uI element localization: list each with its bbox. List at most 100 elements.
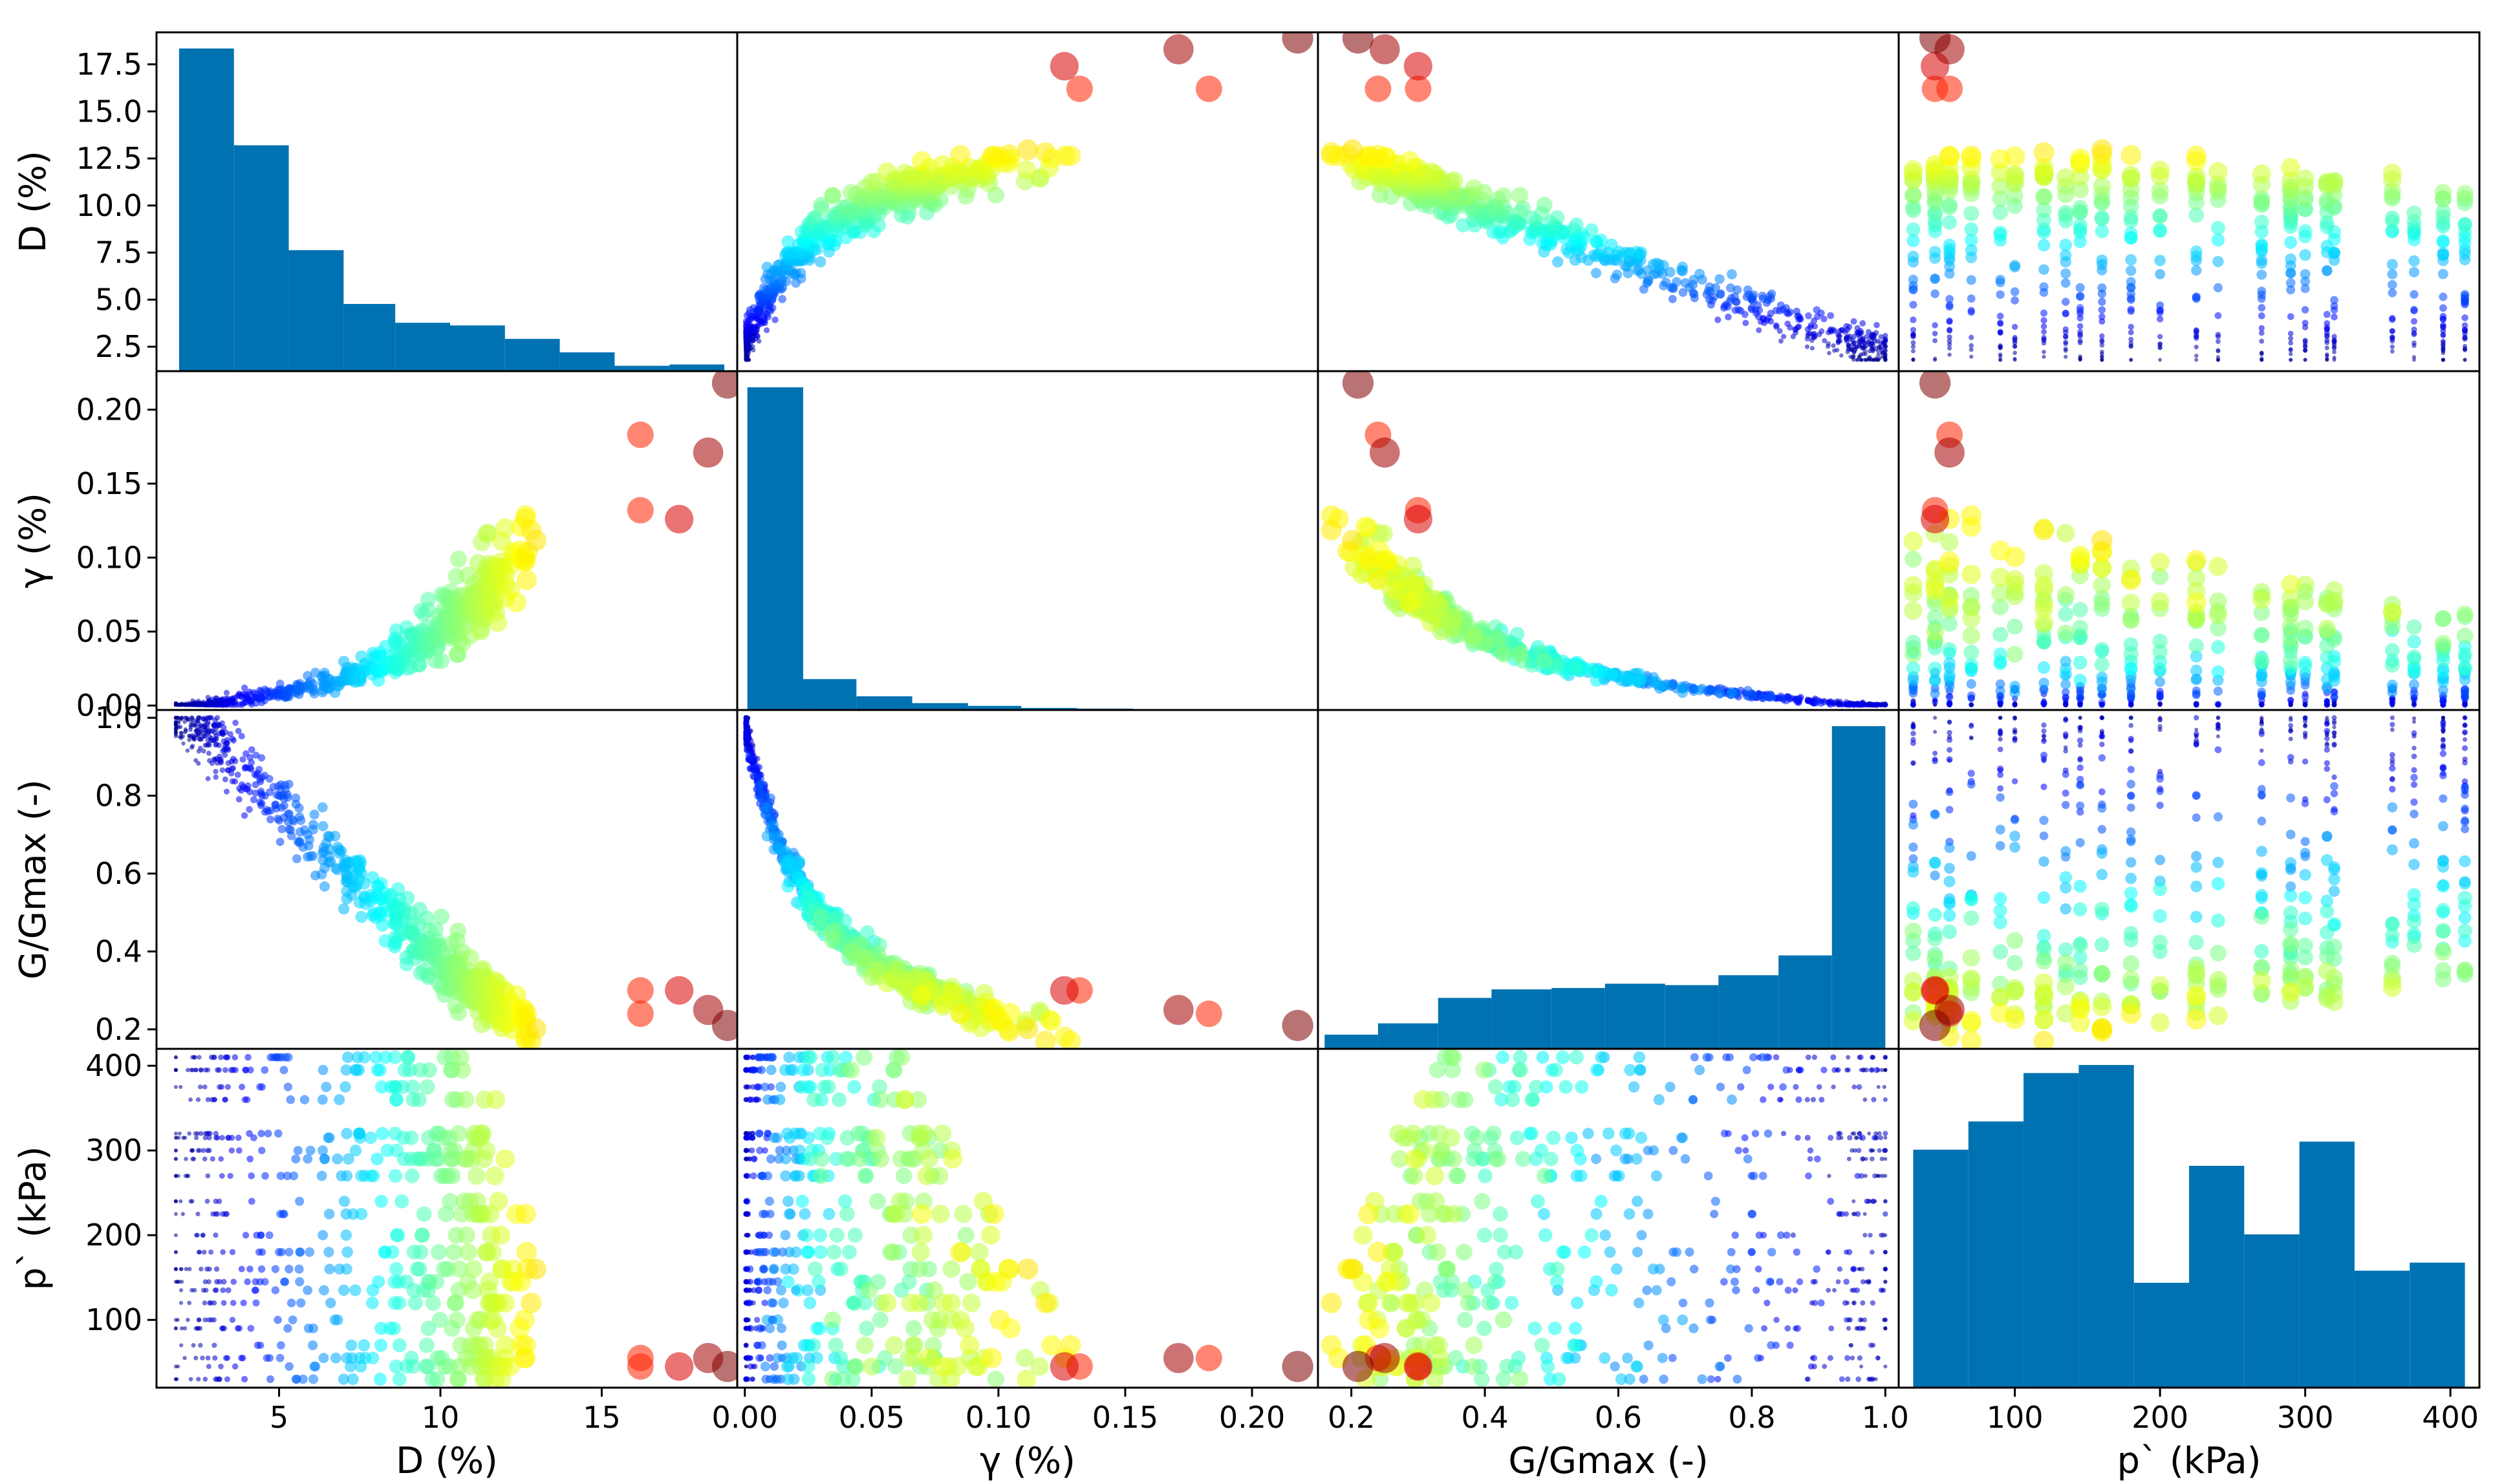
scatter-point-D-p <box>1911 357 1916 361</box>
scatter-point-gamma-p <box>2252 590 2271 609</box>
scatter-point-gamma-p <box>2296 575 2315 594</box>
scatter-point-D-p <box>1919 32 1951 54</box>
scatter-point-D-G <box>1399 151 1420 171</box>
scatter-point-gamma-G <box>1850 701 1857 709</box>
scatter-point-G-D <box>219 767 226 773</box>
scatter-point-gamma-p <box>1992 627 2009 643</box>
scatter-point-gamma-p <box>1906 661 1921 676</box>
scatter-point-gamma-p <box>2386 679 2398 691</box>
scatter-point-D-p <box>2127 305 2135 314</box>
scatter-point-gamma-G <box>1445 608 1463 627</box>
scatter-point-gamma-p <box>2034 613 2054 632</box>
scatter-point-D-p <box>2390 349 2395 354</box>
scatter-point-D-p <box>2284 235 2298 249</box>
scatter-point-D-gamma <box>842 184 860 202</box>
scatter-point-D-gamma <box>933 155 953 175</box>
scatter-point-G-D <box>317 802 328 813</box>
scatter-point-D-p <box>2386 259 2398 270</box>
scatter-point-gamma-G <box>1569 661 1584 676</box>
scatter-point-D-p <box>2461 314 2468 321</box>
scatter-point-D-p <box>2387 269 2398 280</box>
scatter-point-gamma-p <box>2005 570 2025 589</box>
scatter-point-G-D <box>222 776 228 782</box>
scatter-point-gamma-p <box>2457 661 2472 676</box>
scatter-point-gamma-p <box>1995 679 2005 689</box>
scatter-point-D-p <box>1939 145 1960 166</box>
scatter-point-D-p <box>2389 315 2396 322</box>
scatter-point-D-p <box>2035 188 2053 206</box>
scatter-point-G-gamma <box>772 831 782 843</box>
scatter-point-gamma-p <box>1904 601 1923 620</box>
scatter-point-G-gamma <box>746 754 754 762</box>
scatter-point-gamma-p <box>1907 674 1919 687</box>
scatter-point-G-D <box>173 734 178 738</box>
scatter-point-G-gamma <box>755 779 764 789</box>
scatter-point-D-gamma <box>778 295 786 303</box>
scatter-point-D-G <box>1866 339 1872 345</box>
scatter-point-D-G <box>1793 307 1800 316</box>
scatter-point-gamma-D <box>665 504 694 533</box>
scatter-point-gamma-G <box>1883 702 1888 708</box>
scatter-point-gamma-p <box>2407 665 2421 680</box>
scatter-point-gamma-D <box>309 688 319 699</box>
scatter-point-gamma-p <box>1910 702 1917 708</box>
cell-gamma-vs-p <box>1903 371 2474 709</box>
scatter-point-G-gamma <box>813 909 830 925</box>
scatter-point-D-p <box>2302 338 2308 343</box>
scatter-point-gamma-p <box>2060 679 2071 690</box>
scatter-point-G-D <box>182 720 187 724</box>
scatter-point-G-D <box>224 737 231 743</box>
scatter-point-gamma-G <box>1368 569 1388 590</box>
scatter-point-D-G <box>1661 277 1671 288</box>
scatter-point-gamma-p <box>2384 643 2400 658</box>
scatter-point-D-G <box>1864 334 1870 339</box>
scatter-point-gamma-D <box>627 497 654 524</box>
scatter-point-G-D <box>230 765 237 771</box>
scatter-point-D-p <box>2151 181 2169 199</box>
scatter-point-D-p <box>2004 146 2025 167</box>
scatter-point-gamma-p <box>2057 624 2075 642</box>
scatter-point-gamma-p <box>2093 576 2111 594</box>
scatter-point-gamma-p <box>1932 699 1938 705</box>
scatter-point-gamma-p <box>1941 616 1958 632</box>
scatter-point-D-p <box>1965 244 1978 257</box>
scatter-point-D-G <box>1549 210 1565 226</box>
scatter-point-D-p <box>2390 344 2395 349</box>
scatter-point-D-gamma <box>1282 32 1313 54</box>
scatter-point-gamma-G <box>1630 674 1643 687</box>
chart-marks <box>173 32 2474 1388</box>
scatter-point-gamma-G <box>1727 687 1737 698</box>
scatter-point-D-p <box>2411 327 2417 333</box>
scatter-point-D-p <box>2437 247 2450 259</box>
scatter-point-D-p <box>2126 289 2135 299</box>
scatter-point-D-p <box>2128 336 2134 342</box>
scatter-point-gamma-G <box>1859 701 1866 708</box>
scatter-point-G-D <box>285 779 294 789</box>
scatter-point-D-p <box>2093 177 2111 195</box>
scatter-point-gamma-p <box>1964 658 1979 672</box>
scatter-point-G-D <box>214 715 221 721</box>
scatter-point-D-p <box>2099 318 2106 325</box>
scatter-point-gamma-G <box>1536 652 1553 669</box>
scatter-point-G-D <box>248 759 255 766</box>
scatter-point-D-p <box>2461 322 2468 328</box>
scatter-point-G-D <box>190 744 195 748</box>
scatter-point-G-gamma <box>878 973 897 993</box>
scatter-point-D-p <box>2285 278 2296 288</box>
scatter-point-D-p <box>1997 328 2003 335</box>
scatter-point-D-G <box>1874 356 1879 361</box>
scatter-point-D-p <box>2073 218 2088 233</box>
scatter-point-G-D <box>222 752 228 758</box>
scatter-point-G-gamma <box>895 978 914 997</box>
scatter-point-D-p <box>2128 341 2134 346</box>
scatter-point-gamma-p <box>2190 650 2203 663</box>
scatter-point-D-G <box>1767 289 1776 299</box>
scatter-point-gamma-p <box>1934 437 1965 468</box>
scatter-point-D-p <box>2434 184 2452 202</box>
scatter-point-gamma-G <box>1705 685 1714 695</box>
scatter-point-D-p <box>2096 254 2108 266</box>
scatter-point-G-D <box>241 812 248 819</box>
scatter-point-D-gamma <box>895 164 914 183</box>
scatter-point-gamma-p <box>2456 627 2474 645</box>
scatter-point-D-G <box>1536 197 1553 213</box>
